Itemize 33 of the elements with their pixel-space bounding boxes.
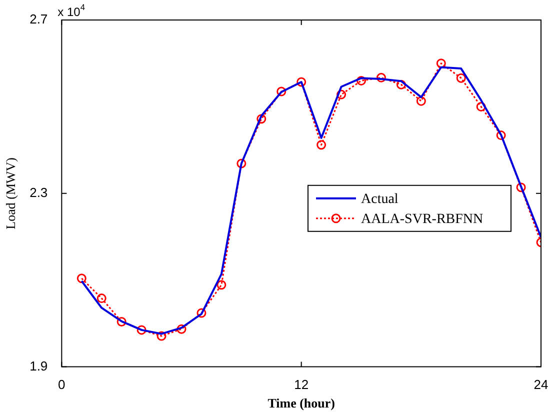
point — [436, 58, 446, 68]
point — [376, 72, 386, 82]
point — [416, 96, 426, 106]
point — [76, 274, 86, 284]
point — [116, 316, 126, 326]
y-tick-label: 2.7 — [30, 12, 48, 27]
point — [336, 90, 346, 100]
x-axis-title: Time (hour) — [268, 396, 335, 411]
point — [256, 114, 266, 124]
point — [216, 280, 226, 290]
legend-label: Actual — [361, 192, 398, 208]
y-axis-title: Load (MWV) — [3, 157, 18, 230]
point — [356, 76, 366, 86]
point — [236, 158, 246, 168]
y-tick-label: 2.3 — [30, 184, 48, 200]
x-tick-label: 0 — [58, 377, 66, 392]
y-tick-label: 1.9 — [30, 358, 48, 374]
point — [316, 140, 326, 150]
legend-label: AALA-SVR-RBFNN — [361, 212, 484, 228]
point — [396, 80, 406, 90]
point — [276, 86, 286, 96]
point — [496, 130, 506, 140]
point — [176, 324, 186, 334]
x-tick-label: 24 — [534, 377, 548, 392]
x-tick-label: 12 — [294, 377, 309, 392]
point — [156, 331, 166, 341]
point — [196, 308, 206, 318]
point — [476, 102, 486, 112]
point — [136, 325, 146, 335]
point — [516, 182, 526, 192]
point — [296, 77, 306, 87]
point — [456, 73, 466, 83]
point — [96, 294, 106, 304]
